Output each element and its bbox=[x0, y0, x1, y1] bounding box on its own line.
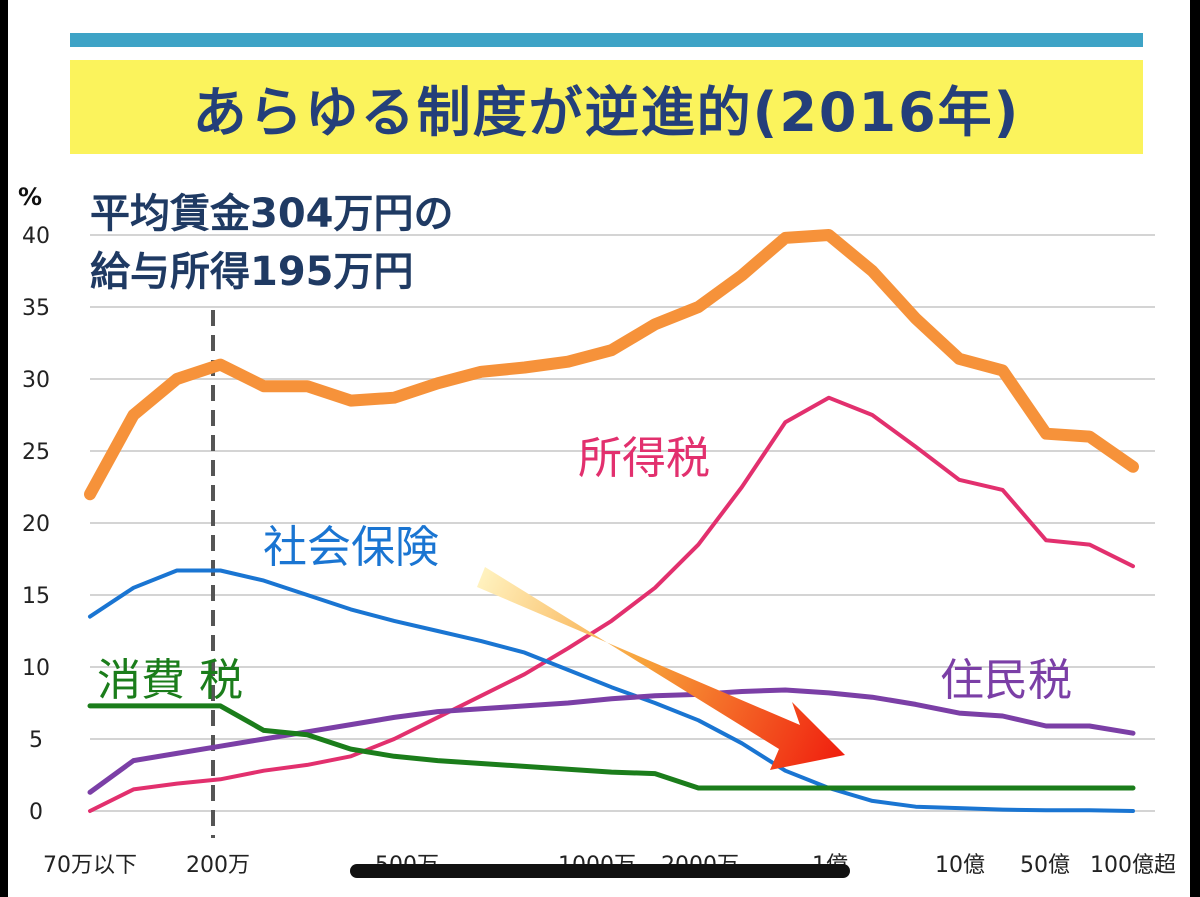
gridlines bbox=[90, 234, 1155, 812]
social-insurance-line bbox=[88, 568, 1135, 813]
annotation-line-2: 給与所得195万円 bbox=[90, 249, 414, 295]
y-axis-ticks: 40 35 30 25 20 15 10 5 0 bbox=[22, 224, 50, 825]
x-tick-label: 70万以下 bbox=[43, 853, 137, 878]
series-lines bbox=[84, 229, 1139, 813]
trend-arrow bbox=[477, 567, 845, 770]
income-tax-line bbox=[88, 395, 1135, 813]
label-social-insurance: 社会保険 bbox=[263, 522, 439, 573]
y-tick-label: 0 bbox=[29, 800, 43, 825]
y-axis-unit: % bbox=[18, 183, 42, 211]
y-tick-label: 5 bbox=[29, 728, 43, 753]
home-indicator[interactable] bbox=[350, 864, 850, 878]
title-banner: あらゆる制度が逆進的(2016年) bbox=[70, 60, 1143, 154]
y-tick-label: 20 bbox=[22, 512, 50, 537]
y-tick-label: 15 bbox=[22, 584, 50, 609]
label-consumption-tax: 消費 税 bbox=[97, 655, 243, 706]
annotation-line-1: 平均賃金304万円の bbox=[90, 191, 454, 237]
page-title: あらゆる制度が逆進的(2016年) bbox=[192, 80, 1021, 144]
x-tick-label: 10億 bbox=[935, 853, 985, 878]
y-tick-label: 35 bbox=[22, 296, 50, 321]
y-tick-label: 30 bbox=[22, 368, 50, 393]
consumption-tax-line bbox=[87, 703, 1136, 791]
x-tick-label: 50億 bbox=[1020, 853, 1070, 878]
y-tick-label: 10 bbox=[22, 656, 50, 681]
resident-tax-line bbox=[87, 687, 1136, 795]
label-resident-tax: 住民税 bbox=[940, 655, 1072, 706]
y-tick-label: 25 bbox=[22, 440, 50, 465]
x-tick-label: 100億超 bbox=[1090, 853, 1176, 878]
top-accent-rule bbox=[70, 33, 1143, 47]
label-income-tax: 所得税 bbox=[578, 433, 710, 484]
y-tick-label: 40 bbox=[22, 224, 50, 249]
total-burden-line bbox=[84, 229, 1139, 501]
x-tick-label: 200万 bbox=[186, 853, 250, 878]
